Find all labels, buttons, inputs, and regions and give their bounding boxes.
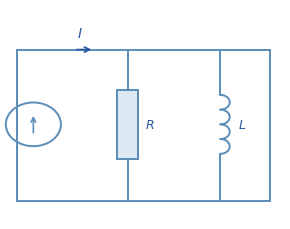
Bar: [117, 90, 138, 159]
Text: L: L: [238, 118, 245, 131]
Text: I: I: [78, 27, 82, 41]
Text: R: R: [145, 118, 154, 131]
